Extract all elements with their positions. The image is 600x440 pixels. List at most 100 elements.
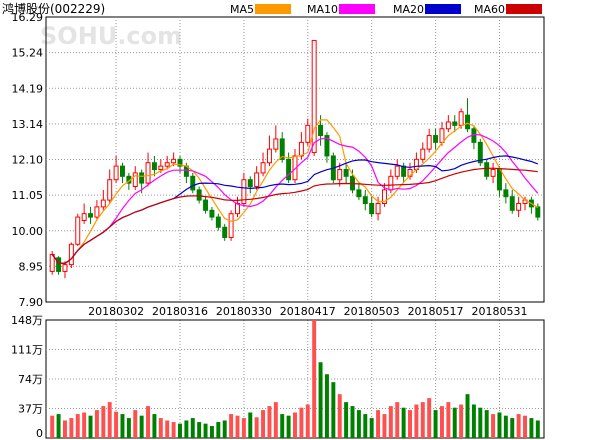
candle-body <box>445 121 451 130</box>
candle-body <box>247 179 253 188</box>
date-tick-label: 20180517 <box>408 305 464 318</box>
price-tick-label: 7.90 <box>19 296 44 309</box>
volume-bar <box>529 418 534 438</box>
volume-bar <box>126 418 131 438</box>
candle-body <box>56 257 62 272</box>
volume-bar <box>62 420 67 438</box>
volume-bar <box>82 412 87 438</box>
candle-body <box>209 209 215 218</box>
volume-bar <box>248 412 253 438</box>
volume-bar <box>280 414 285 438</box>
legend-label-ma5: MA5 <box>230 3 254 16</box>
volume-bar <box>510 418 515 438</box>
volume-tick-label: 0 <box>36 427 43 440</box>
price-tick-label: 14.19 <box>12 82 44 95</box>
candle-body <box>375 202 381 215</box>
candle-body <box>88 213 94 218</box>
volume-bar <box>535 420 540 438</box>
price-tick-label: 12.10 <box>12 154 44 167</box>
volume-bar <box>324 374 329 438</box>
date-tick-label: 20180531 <box>471 305 527 318</box>
candle-body <box>228 213 234 238</box>
candle-body <box>158 165 164 171</box>
moving-average-lines <box>51 119 539 265</box>
volume-bar <box>439 406 444 438</box>
volume-bar <box>331 382 336 438</box>
volume-bar <box>235 415 240 438</box>
volume-bar <box>344 402 349 438</box>
candle-body <box>190 175 196 191</box>
candle-body <box>164 162 170 167</box>
candle-body <box>241 179 247 204</box>
candle-body <box>381 189 387 204</box>
candles <box>49 39 541 279</box>
volume-bar <box>459 404 464 438</box>
volume-bar <box>299 407 304 438</box>
volume-bar <box>120 414 125 438</box>
date-tick-label: 20180316 <box>152 305 208 318</box>
candle-body <box>388 175 394 191</box>
candle-body <box>394 165 400 177</box>
volume-bar <box>101 406 106 438</box>
legend-swatch-ma60 <box>506 4 542 14</box>
candle-body <box>151 162 157 171</box>
candle-body <box>196 189 202 201</box>
volume-bar <box>209 426 214 438</box>
volume-bar <box>165 420 170 438</box>
candle-body <box>260 162 266 174</box>
volume-bar <box>395 402 400 438</box>
candle-body <box>452 121 458 126</box>
volume-bar <box>146 406 151 438</box>
volume-bar <box>222 420 227 438</box>
volume-bar <box>197 422 202 438</box>
candle-body <box>516 202 522 211</box>
volume-bar <box>241 418 246 438</box>
volume-axis: 148万 111万 74万 37万 0 <box>11 314 43 440</box>
volume-bar <box>107 402 112 438</box>
volume-bars <box>50 320 540 438</box>
candle-body <box>484 162 490 177</box>
candle-body <box>496 169 502 191</box>
volume-bar <box>382 414 387 438</box>
volume-bar <box>286 415 291 438</box>
volume-bar <box>139 415 144 438</box>
candle-body <box>369 202 375 215</box>
price-tick-label: 13.14 <box>12 118 44 131</box>
candle-body <box>305 124 311 143</box>
volume-bar <box>478 407 483 438</box>
volume-bar <box>471 404 476 438</box>
legend-label-ma10: MA10 <box>307 3 338 16</box>
volume-bar <box>152 414 157 438</box>
volume-tick-label: 74万 <box>18 373 43 386</box>
candle-body <box>458 111 464 126</box>
volume-bar <box>190 418 195 438</box>
price-tick-label: 8.95 <box>19 260 44 273</box>
candle-body <box>426 135 432 150</box>
ma-line-ma60 <box>51 167 538 265</box>
date-tick-label: 20180417 <box>280 305 336 318</box>
date-tick-label: 20180503 <box>344 305 400 318</box>
candle-body <box>337 169 343 181</box>
volume-bar <box>516 414 521 438</box>
volume-bar <box>171 422 176 438</box>
volume-tick-label: 37万 <box>18 403 43 416</box>
candle-body <box>145 162 151 184</box>
volume-bar <box>254 417 259 438</box>
price-tick-label: 11.05 <box>12 189 44 202</box>
volume-bar <box>446 402 451 438</box>
volume-bar <box>523 415 528 438</box>
date-tick-label: 20180302 <box>88 305 144 318</box>
legend-label-ma20: MA20 <box>393 3 424 16</box>
volume-bar <box>388 406 393 438</box>
candle-body <box>503 189 509 198</box>
volume-bar <box>261 410 266 438</box>
candle-body <box>509 196 515 211</box>
volume-bar <box>465 394 470 438</box>
volume-bar <box>312 320 317 438</box>
candle-body <box>420 148 426 160</box>
legend-swatch-ma5 <box>255 4 291 14</box>
volume-bar <box>178 423 182 438</box>
price-tick-label: 10.00 <box>12 225 44 238</box>
candle-body <box>132 172 138 188</box>
legend-swatch-ma10 <box>339 4 375 14</box>
